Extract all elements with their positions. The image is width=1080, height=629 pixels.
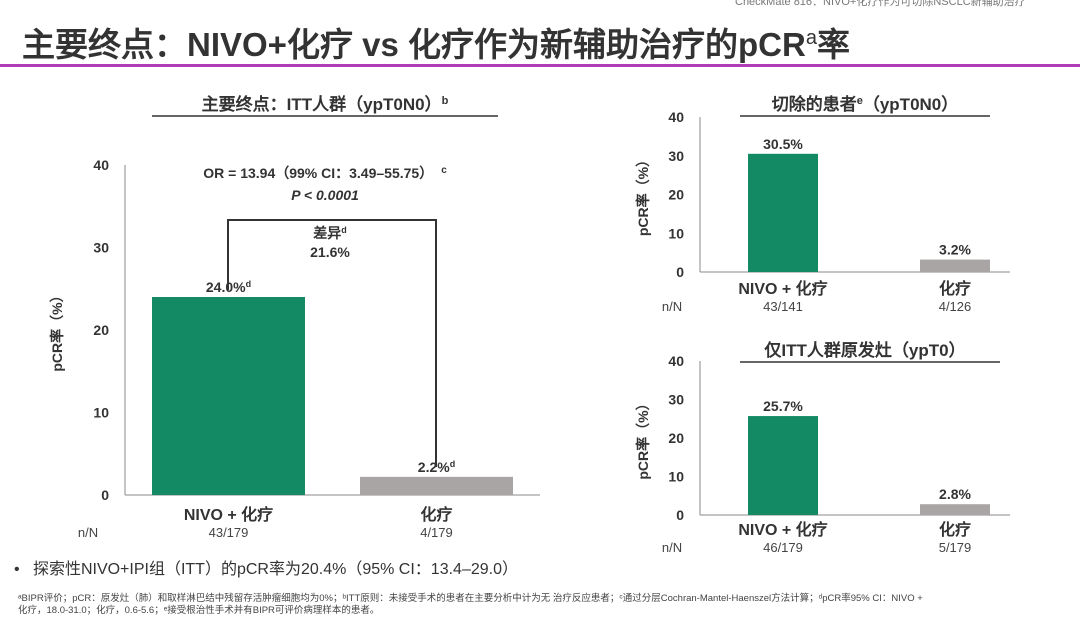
n-over-n-value: 4/179	[420, 525, 453, 540]
n-over-n-value: 5/179	[939, 540, 972, 555]
category-label: 化疗	[939, 520, 971, 539]
y-axis-label: pCR率（%）	[635, 396, 651, 479]
difference-label-text: 差异	[313, 225, 341, 241]
title-divider	[0, 64, 1080, 67]
category-label: NIVO + 化疗	[738, 279, 827, 298]
odds-ratio-text: OR = 13.94（99% CI：3.49–55.75） c	[203, 165, 447, 181]
data-label: 2.2%d	[418, 459, 455, 475]
category-label: 化疗	[420, 505, 452, 524]
y-tick-label: 20	[668, 187, 684, 203]
y-tick-label: 30	[93, 240, 109, 256]
bullet-text: 探索性NIVO+IPI组（ITT）的pCR率为20.4%（95% CI：13.4…	[32, 561, 518, 578]
data-label-value: 3.2%	[939, 242, 971, 258]
data-label-value: 2.8%	[939, 486, 971, 502]
bar-chemo	[920, 259, 990, 272]
data-label: 2.8%	[939, 486, 971, 502]
chart-title: 切除的患者e（ypT0N0）	[772, 94, 959, 114]
data-label: 25.7%	[763, 398, 803, 414]
y-tick-label: 10	[93, 405, 109, 421]
n-over-n-label: n/N	[662, 540, 682, 555]
y-axis-label: pCR率（%）	[49, 288, 65, 371]
odds-ratio-sup: c	[441, 165, 447, 176]
category-label: 化疗	[939, 279, 971, 298]
y-tick-label: 10	[668, 469, 684, 485]
difference-label: 差异d	[313, 225, 347, 241]
y-tick-label: 0	[676, 507, 684, 523]
title-main: 主要终点：NIVO+化疗 vs 化疗作为新辅助治疗的pCR	[22, 26, 806, 63]
p-value: P < 0.0001	[291, 187, 359, 203]
footnote-line-1: ᵃBIPR评价；pCR：原发灶（肺）和取样淋巴结中残留存活肿瘤细胞均为0%；ᵇI…	[18, 593, 923, 604]
chart-title: 仅ITT人群原发灶（ypT0）	[763, 340, 965, 360]
chart-title-text: 切除的患者	[772, 94, 857, 114]
difference-value: 21.6%	[310, 244, 350, 260]
chart-title-sup: e	[857, 95, 863, 107]
chart-title-end: （ypT0N0）	[863, 94, 958, 114]
bar-nivo	[748, 416, 818, 515]
bar-chemo	[360, 476, 513, 495]
data-label-value: 2.2%	[418, 459, 450, 475]
n-over-n-value: 46/179	[763, 540, 803, 555]
data-label: 30.5%	[763, 136, 803, 152]
category-label: NIVO + 化疗	[184, 505, 273, 524]
data-label: 24.0%d	[206, 279, 251, 295]
n-over-n-value: 43/141	[763, 299, 803, 314]
difference-label-sup: d	[341, 225, 347, 235]
n-over-n-label: n/N	[662, 299, 682, 314]
data-label-sup: d	[450, 459, 456, 469]
data-label-sup: d	[246, 279, 252, 289]
difference-bracket	[227, 219, 437, 467]
header-top-text: CheckMate 816：NIVO+化疗作为可切除NSCLC新辅助治疗	[735, 0, 1026, 8]
y-tick-label: 20	[668, 430, 684, 446]
y-tick-label: 30	[668, 392, 684, 408]
data-label-value: 24.0%	[206, 279, 246, 295]
data-label-value: 30.5%	[763, 136, 803, 152]
title-end: 率	[816, 26, 850, 63]
bar-nivo	[748, 153, 818, 272]
chart-title: 主要终点：ITT人群（ypT0N0）b	[202, 94, 449, 114]
y-tick-label: 40	[668, 353, 684, 369]
title-sup: a	[805, 27, 817, 49]
y-tick-label: 0	[101, 487, 109, 503]
data-label: 3.2%	[939, 242, 971, 258]
odds-ratio-value: OR = 13.94（99% CI：3.49–55.75）	[203, 165, 433, 181]
chart-title-sup: b	[442, 95, 449, 107]
y-tick-label: 30	[668, 148, 684, 164]
footnote-line-2: 化疗，18.0-31.0；化疗，0.6-5.6；ᵉ接受根治性手术并有BIPR可评…	[18, 605, 380, 616]
page-title: 主要终点：NIVO+化疗 vs 化疗作为新辅助治疗的pCRa率	[22, 18, 850, 66]
y-tick-label: 0	[676, 264, 684, 280]
bullet-note: • 探索性NIVO+IPI组（ITT）的pCR率为20.4%（95% CI：13…	[14, 561, 518, 578]
y-tick-label: 20	[93, 322, 109, 338]
y-tick-label: 40	[668, 109, 684, 125]
chart-title-text: 仅ITT人群原发灶（ypT0）	[763, 340, 965, 360]
y-tick-label: 40	[93, 157, 109, 173]
bar-chemo	[920, 504, 990, 515]
category-label: NIVO + 化疗	[738, 520, 827, 539]
y-axis-label: pCR率（%）	[635, 153, 651, 236]
bar-nivo	[152, 297, 305, 495]
n-over-n-value: 43/179	[209, 525, 249, 540]
y-tick-label: 10	[668, 225, 684, 241]
n-over-n-value: 4/126	[939, 299, 972, 314]
data-label-value: 25.7%	[763, 398, 803, 414]
chart-title-text: 主要终点：ITT人群（ypT0N0）	[202, 94, 442, 114]
n-over-n-label: n/N	[78, 525, 98, 540]
